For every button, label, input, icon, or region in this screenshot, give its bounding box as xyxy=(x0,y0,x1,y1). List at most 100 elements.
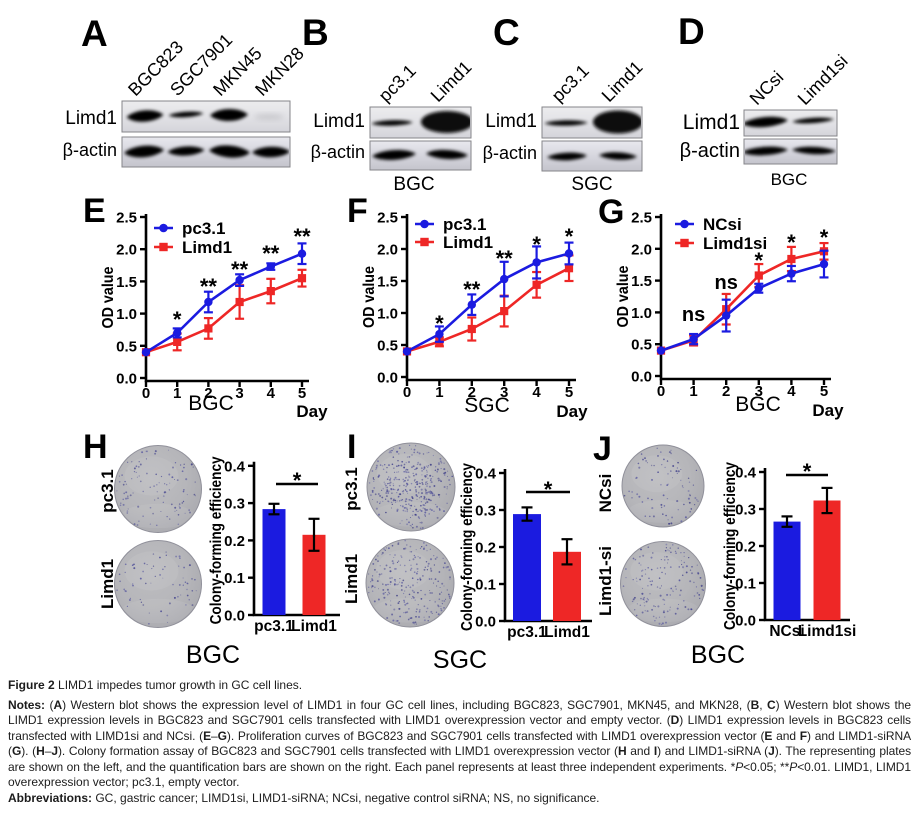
svg-text:1.0: 1.0 xyxy=(116,306,137,323)
svg-text:*: * xyxy=(435,311,444,336)
svg-text:BGC: BGC xyxy=(188,392,234,415)
svg-text:ns: ns xyxy=(715,272,738,294)
svg-text:ns: ns xyxy=(682,304,705,326)
svg-text:0.0: 0.0 xyxy=(475,614,496,631)
svg-text:Limd1: Limd1 xyxy=(427,57,476,106)
svg-text:Colony-forming efficiency: Colony-forming efficiency xyxy=(722,462,739,630)
svg-text:*: * xyxy=(565,224,574,249)
svg-text:β-actin: β-actin xyxy=(483,143,537,163)
svg-text:1.5: 1.5 xyxy=(631,273,652,290)
svg-text:0.3: 0.3 xyxy=(224,496,245,513)
svg-text:*: * xyxy=(787,230,796,255)
svg-text:B: B xyxy=(302,12,329,53)
svg-text:SGC: SGC xyxy=(433,646,487,674)
svg-text:2.0: 2.0 xyxy=(631,241,652,258)
svg-text:Colony-forming efficiency: Colony-forming efficiency xyxy=(208,456,225,624)
svg-text:D: D xyxy=(678,11,705,52)
svg-text:**: ** xyxy=(200,274,218,299)
svg-text:Limd1: Limd1 xyxy=(544,624,590,641)
svg-text:Limd1si: Limd1si xyxy=(798,623,857,640)
svg-text:*: * xyxy=(820,225,829,250)
svg-text:BGC: BGC xyxy=(735,393,781,416)
svg-text:0.0: 0.0 xyxy=(116,371,137,388)
svg-text:Limd1: Limd1 xyxy=(182,238,232,257)
svg-text:4: 4 xyxy=(787,383,796,400)
svg-text:pc3.1: pc3.1 xyxy=(375,61,420,106)
svg-text:0.5: 0.5 xyxy=(116,338,137,355)
svg-text:2.0: 2.0 xyxy=(116,242,137,259)
svg-text:Limd1: Limd1 xyxy=(291,618,337,635)
svg-text:Day: Day xyxy=(556,402,588,421)
svg-text:1: 1 xyxy=(173,385,181,402)
svg-text:0.2: 0.2 xyxy=(735,539,756,556)
svg-text:1.0: 1.0 xyxy=(377,306,398,323)
svg-text:2.0: 2.0 xyxy=(377,242,398,259)
svg-text:**: ** xyxy=(496,246,514,271)
svg-text:C: C xyxy=(493,12,520,53)
svg-text:BGC: BGC xyxy=(186,641,240,669)
svg-text:*: * xyxy=(803,459,812,484)
svg-text:Limd1: Limd1 xyxy=(98,559,117,609)
svg-text:NCsi: NCsi xyxy=(769,623,804,640)
svg-text:2: 2 xyxy=(722,383,730,400)
svg-text:pc3.1: pc3.1 xyxy=(182,219,225,238)
svg-text:pc3.1: pc3.1 xyxy=(342,467,361,510)
svg-text:pc3.1: pc3.1 xyxy=(443,215,486,234)
svg-text:NCsi: NCsi xyxy=(703,215,742,234)
svg-text:NCsi: NCsi xyxy=(746,67,788,109)
svg-text:*: * xyxy=(544,477,553,502)
svg-text:2.5: 2.5 xyxy=(377,210,398,227)
svg-text:0.0: 0.0 xyxy=(377,370,398,387)
svg-text:OD value: OD value xyxy=(100,266,117,328)
svg-text:3: 3 xyxy=(755,383,763,400)
svg-text:NCsi: NCsi xyxy=(596,474,615,513)
svg-text:1.0: 1.0 xyxy=(631,305,652,322)
svg-text:G: G xyxy=(598,193,624,231)
svg-text:0.1: 0.1 xyxy=(224,570,245,587)
svg-text:Limd1: Limd1 xyxy=(485,111,537,132)
svg-text:0.3: 0.3 xyxy=(475,503,496,520)
svg-text:5: 5 xyxy=(820,383,828,400)
svg-text:0.5: 0.5 xyxy=(377,338,398,355)
svg-text:pc3.1: pc3.1 xyxy=(98,469,117,512)
svg-text:0.0: 0.0 xyxy=(631,369,652,386)
svg-text:Limd1: Limd1 xyxy=(683,111,740,134)
svg-text:1.5: 1.5 xyxy=(377,274,398,291)
svg-text:F: F xyxy=(347,192,368,230)
svg-text:1: 1 xyxy=(689,383,697,400)
svg-text:*: * xyxy=(755,248,764,273)
svg-text:SGC: SGC xyxy=(571,174,612,195)
svg-text:**: ** xyxy=(293,224,311,249)
svg-text:Limd1-si: Limd1-si xyxy=(596,546,615,616)
svg-text:5: 5 xyxy=(298,385,306,402)
svg-text:**: ** xyxy=(231,257,249,282)
svg-text:2.5: 2.5 xyxy=(631,210,652,227)
svg-text:0.3: 0.3 xyxy=(735,502,756,519)
svg-text:β-actin: β-actin xyxy=(680,140,740,162)
svg-text:5: 5 xyxy=(565,384,573,401)
svg-text:J: J xyxy=(593,430,612,468)
svg-text:0: 0 xyxy=(142,385,150,402)
svg-text:Limd1si: Limd1si xyxy=(703,234,767,253)
svg-text:Limd1: Limd1 xyxy=(313,111,365,132)
svg-text:2: 2 xyxy=(204,385,212,402)
svg-text:β-actin: β-actin xyxy=(311,142,365,162)
svg-text:*: * xyxy=(173,307,182,332)
svg-text:0.2: 0.2 xyxy=(224,533,245,550)
svg-text:0.2: 0.2 xyxy=(475,540,496,557)
svg-text:4: 4 xyxy=(267,385,276,402)
svg-text:E: E xyxy=(83,192,106,230)
svg-text:0.1: 0.1 xyxy=(475,577,496,594)
svg-text:Day: Day xyxy=(296,402,328,421)
svg-text:pc3.1: pc3.1 xyxy=(507,624,547,641)
svg-text:0.1: 0.1 xyxy=(735,576,756,593)
svg-text:Limd1: Limd1 xyxy=(598,57,647,106)
svg-text:0.4: 0.4 xyxy=(475,466,497,483)
svg-text:pc3.1: pc3.1 xyxy=(548,61,593,106)
svg-text:0.5: 0.5 xyxy=(631,337,652,354)
svg-text:BGC: BGC xyxy=(393,174,434,195)
svg-text:OD value: OD value xyxy=(615,265,632,327)
svg-text:Limd1: Limd1 xyxy=(65,108,117,129)
svg-text:H: H xyxy=(83,428,108,466)
svg-text:pc3.1: pc3.1 xyxy=(254,618,294,635)
